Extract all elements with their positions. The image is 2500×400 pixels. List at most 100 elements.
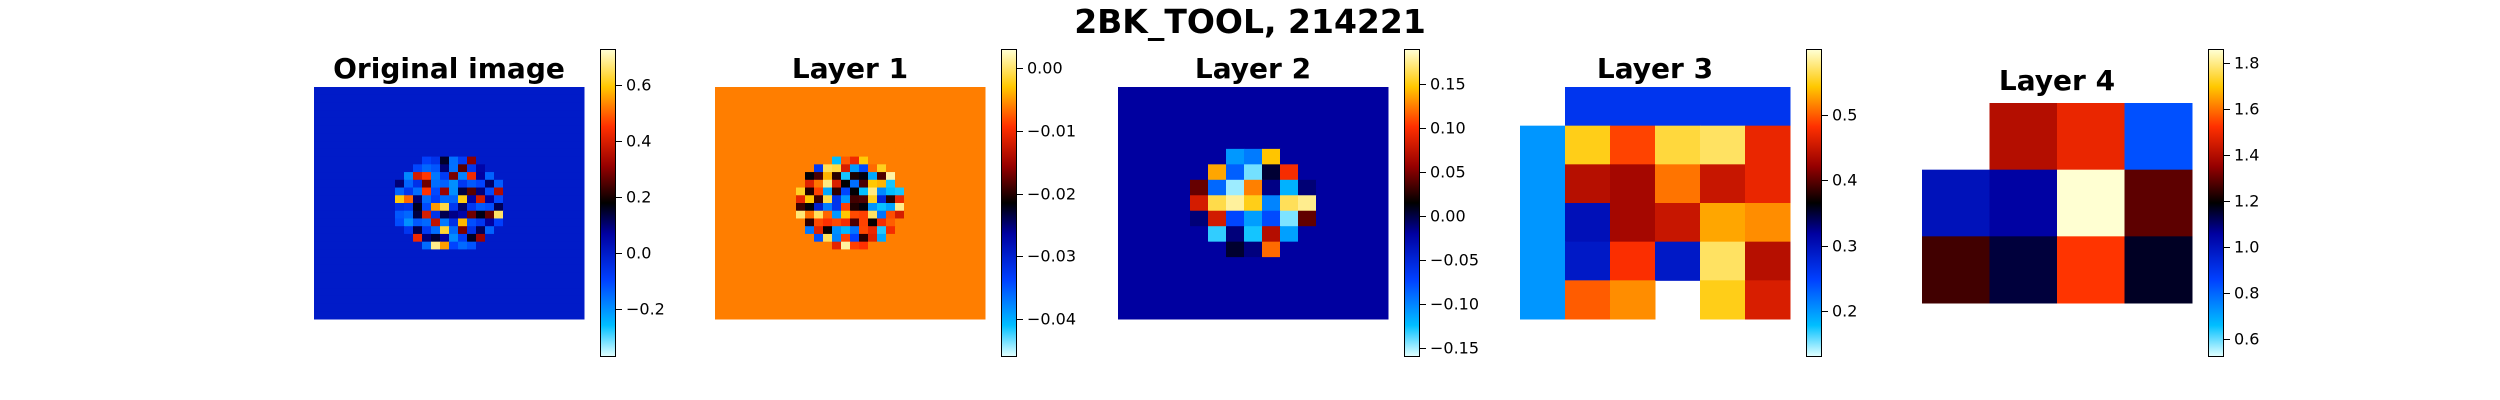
heatmap-cell xyxy=(751,264,761,274)
heatmap-cell xyxy=(557,233,567,243)
heatmap-cell xyxy=(868,295,878,305)
heatmap-cell xyxy=(733,110,743,119)
heatmap-cell xyxy=(521,172,531,181)
heatmap-cell xyxy=(1172,133,1191,150)
heatmap-cell xyxy=(805,187,815,196)
heatmap-cell xyxy=(1352,210,1371,227)
heatmap-cell xyxy=(503,110,513,119)
heatmap-cell xyxy=(341,241,351,250)
heatmap-cell xyxy=(976,210,986,219)
heatmap-cell xyxy=(485,102,495,111)
heatmap-cell xyxy=(769,226,779,235)
heatmap-cell xyxy=(868,272,878,281)
heatmap-cell xyxy=(805,125,815,134)
heatmap-cell xyxy=(778,303,788,312)
heatmap-cell xyxy=(449,288,459,297)
heatmap-cell xyxy=(715,264,725,274)
heatmap-cell xyxy=(904,195,914,204)
heatmap-cell xyxy=(548,311,558,320)
heatmap-cell xyxy=(575,241,585,250)
heatmap-cell xyxy=(350,288,360,297)
heatmap-cell xyxy=(841,203,851,212)
heatmap-cell xyxy=(575,87,585,96)
heatmap-cell xyxy=(386,195,396,204)
heatmap-cell xyxy=(368,311,378,320)
heatmap-cell xyxy=(323,102,333,111)
heatmap-cell xyxy=(814,102,824,111)
heatmap-cell xyxy=(1136,102,1155,119)
heatmap-cell xyxy=(922,133,932,142)
heatmap-cell xyxy=(751,303,761,312)
heatmap-cell xyxy=(449,264,459,274)
heatmap-cell xyxy=(859,195,869,204)
heatmap-cell xyxy=(458,187,468,196)
heatmap-cell xyxy=(458,110,468,119)
heatmap-cell xyxy=(332,311,342,320)
heatmap-cell xyxy=(832,203,842,212)
heatmap-cell xyxy=(760,218,770,227)
heatmap-cell xyxy=(413,218,423,227)
heatmap-cell xyxy=(877,264,887,274)
heatmap-cell xyxy=(467,249,477,258)
heatmap-cell xyxy=(404,257,414,266)
heatmap-cell xyxy=(904,303,914,312)
heatmap-cell xyxy=(575,179,585,189)
heatmap-cell xyxy=(386,172,396,181)
heatmap-cell xyxy=(895,249,905,258)
heatmap-cell xyxy=(1262,241,1281,258)
heatmap-cell xyxy=(1262,102,1281,119)
heatmap-cell xyxy=(904,203,914,212)
heatmap-cell xyxy=(1334,288,1353,305)
heatmap-cell xyxy=(778,226,788,235)
heatmap-cell xyxy=(458,172,468,181)
heatmap-cell xyxy=(539,288,549,297)
heatmap-cell xyxy=(949,179,959,189)
heatmap-cell xyxy=(359,303,369,312)
heatmap-cell xyxy=(440,280,450,289)
heatmap-cell xyxy=(940,249,950,258)
heatmap-cell xyxy=(368,288,378,297)
heatmap-cell xyxy=(566,203,576,212)
heatmap-cell xyxy=(850,187,860,196)
heatmap-cell xyxy=(886,187,896,196)
heatmap-cell xyxy=(341,102,351,111)
heatmap-cell xyxy=(976,187,986,196)
heatmap-cell xyxy=(494,148,504,158)
heatmap-cell xyxy=(368,195,378,204)
heatmap-cell xyxy=(1280,303,1299,320)
heatmap-cell xyxy=(395,311,405,320)
heatmap-cell xyxy=(386,164,396,173)
heatmap-cell xyxy=(715,226,725,235)
heatmap-cell xyxy=(832,272,842,281)
heatmap-cell xyxy=(458,264,468,274)
heatmap-cell xyxy=(715,187,725,196)
heatmap-cell xyxy=(931,272,941,281)
heatmap-cell xyxy=(1118,87,1137,103)
heatmap-cell xyxy=(2057,103,2125,171)
heatmap-cell xyxy=(1610,87,1656,127)
heatmap-cell xyxy=(877,179,887,189)
heatmap-cell xyxy=(368,257,378,266)
heatmap-cell xyxy=(557,218,567,227)
heatmap-cell xyxy=(949,264,959,274)
heatmap-cell xyxy=(868,187,878,196)
heatmap-cell xyxy=(1226,288,1245,305)
heatmap-cell xyxy=(769,264,779,274)
heatmap-cell xyxy=(359,264,369,274)
heatmap-cell xyxy=(1244,117,1263,134)
heatmap-cell xyxy=(530,280,540,289)
heatmap-cell xyxy=(350,148,360,158)
heatmap-cell xyxy=(440,203,450,212)
heatmap-cell xyxy=(512,195,522,204)
heatmap-cell xyxy=(913,257,923,266)
colorbar-tick-label: −0.15 xyxy=(1430,338,1480,358)
heatmap-cell xyxy=(1565,87,1611,127)
heatmap-cell xyxy=(931,257,941,266)
colorbar-tick xyxy=(2224,154,2230,156)
heatmap-cell xyxy=(503,125,513,134)
heatmap-cell xyxy=(1172,257,1191,274)
heatmap-cell xyxy=(787,125,797,134)
heatmap-cell xyxy=(877,164,887,173)
heatmap-cell xyxy=(859,295,869,305)
heatmap-cell xyxy=(404,288,414,297)
